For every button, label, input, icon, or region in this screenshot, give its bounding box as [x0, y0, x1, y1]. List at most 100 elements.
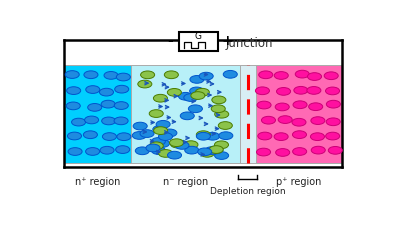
Text: Depletion region: Depletion region: [210, 186, 286, 195]
Circle shape: [293, 131, 307, 139]
Circle shape: [197, 131, 211, 139]
Circle shape: [67, 87, 81, 95]
Circle shape: [154, 127, 168, 135]
Circle shape: [212, 96, 226, 104]
Circle shape: [153, 95, 167, 103]
Circle shape: [84, 116, 98, 124]
Circle shape: [68, 133, 82, 140]
Circle shape: [190, 88, 204, 95]
Circle shape: [114, 117, 128, 125]
Circle shape: [114, 102, 128, 110]
Circle shape: [223, 71, 237, 79]
Circle shape: [175, 142, 189, 150]
Circle shape: [326, 118, 340, 126]
Circle shape: [325, 88, 339, 95]
Circle shape: [133, 123, 147, 130]
Circle shape: [307, 87, 321, 95]
Circle shape: [140, 72, 154, 79]
Circle shape: [178, 93, 192, 101]
Circle shape: [156, 121, 170, 129]
Circle shape: [68, 148, 82, 156]
Circle shape: [180, 112, 194, 120]
Circle shape: [211, 105, 225, 113]
Circle shape: [257, 102, 271, 109]
Circle shape: [259, 72, 273, 79]
Circle shape: [199, 73, 213, 81]
Text: G: G: [195, 32, 202, 41]
Circle shape: [116, 74, 130, 81]
Circle shape: [83, 131, 97, 139]
Circle shape: [102, 118, 116, 125]
Circle shape: [84, 72, 98, 79]
Circle shape: [153, 126, 167, 134]
Circle shape: [215, 152, 229, 160]
Circle shape: [311, 117, 325, 125]
Circle shape: [117, 133, 131, 141]
Circle shape: [163, 129, 177, 137]
Circle shape: [152, 147, 166, 155]
Circle shape: [169, 139, 184, 147]
Circle shape: [191, 92, 205, 100]
Circle shape: [146, 144, 160, 152]
Circle shape: [274, 72, 288, 80]
Circle shape: [200, 150, 214, 158]
Circle shape: [104, 72, 118, 80]
Circle shape: [293, 101, 307, 109]
Circle shape: [197, 133, 211, 141]
Circle shape: [311, 133, 325, 141]
Circle shape: [311, 147, 325, 154]
Circle shape: [209, 146, 223, 154]
Circle shape: [140, 130, 154, 138]
Circle shape: [198, 148, 212, 156]
Circle shape: [66, 103, 80, 110]
Circle shape: [262, 117, 276, 125]
Circle shape: [278, 116, 292, 124]
Circle shape: [324, 73, 338, 80]
Circle shape: [149, 142, 163, 150]
Circle shape: [325, 133, 339, 140]
Circle shape: [65, 71, 79, 79]
Circle shape: [190, 76, 204, 84]
Circle shape: [86, 148, 100, 156]
Circle shape: [99, 89, 113, 96]
Circle shape: [159, 150, 173, 158]
Circle shape: [151, 138, 165, 146]
Circle shape: [188, 105, 202, 113]
Text: -: -: [167, 34, 173, 48]
Circle shape: [328, 147, 342, 155]
Bar: [131, 66, 240, 164]
Bar: [240, 66, 256, 164]
Circle shape: [292, 119, 306, 126]
Circle shape: [135, 147, 149, 155]
Circle shape: [115, 86, 129, 94]
Circle shape: [219, 132, 233, 140]
Circle shape: [258, 133, 272, 140]
Circle shape: [205, 147, 219, 155]
Text: Junction: Junction: [226, 37, 273, 50]
Circle shape: [159, 133, 173, 141]
Circle shape: [275, 104, 289, 111]
Circle shape: [116, 146, 130, 154]
Circle shape: [215, 141, 229, 149]
Circle shape: [155, 140, 169, 148]
Circle shape: [168, 152, 182, 159]
Circle shape: [206, 133, 220, 141]
Circle shape: [101, 101, 115, 109]
Circle shape: [218, 122, 232, 130]
Circle shape: [257, 148, 271, 156]
Circle shape: [276, 88, 290, 96]
Circle shape: [167, 89, 181, 97]
Circle shape: [326, 101, 340, 109]
Circle shape: [185, 147, 199, 154]
Circle shape: [138, 81, 152, 89]
Circle shape: [86, 86, 100, 94]
Circle shape: [309, 103, 323, 111]
Circle shape: [209, 146, 223, 154]
Circle shape: [164, 72, 178, 79]
Circle shape: [184, 141, 198, 149]
Circle shape: [255, 88, 269, 95]
Circle shape: [103, 133, 117, 141]
Bar: [64, 66, 131, 164]
Text: p⁺ region: p⁺ region: [276, 176, 322, 186]
Circle shape: [276, 149, 290, 157]
